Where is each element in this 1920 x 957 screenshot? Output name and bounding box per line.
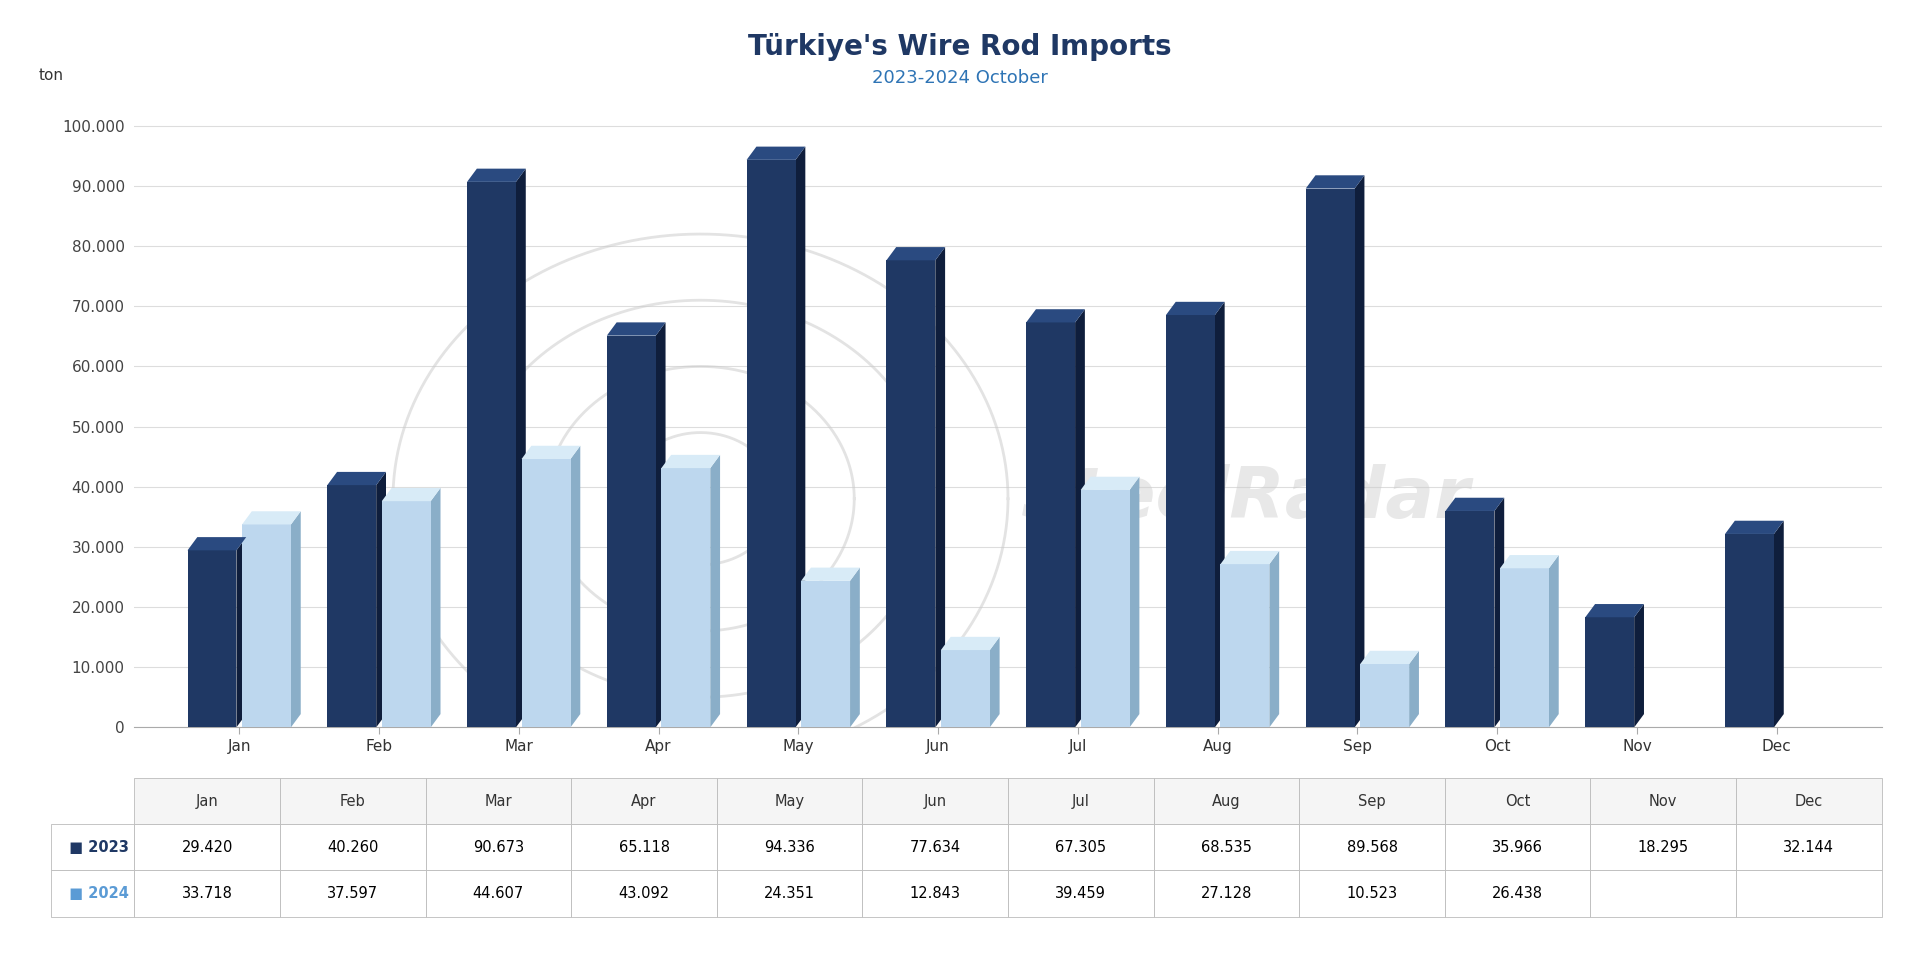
Bar [188,550,236,727]
Polygon shape [236,537,246,727]
Polygon shape [430,488,440,727]
Polygon shape [1446,498,1503,511]
Polygon shape [1586,604,1644,617]
Polygon shape [747,146,804,160]
Polygon shape [1634,604,1644,727]
Polygon shape [1549,555,1559,727]
Bar [941,650,991,727]
Bar [326,485,376,727]
Text: Türkiye's Wire Rod Imports: Türkiye's Wire Rod Imports [749,33,1171,61]
Polygon shape [467,168,526,182]
Polygon shape [941,636,1000,650]
Polygon shape [570,446,580,727]
Polygon shape [1215,301,1225,727]
Bar [1165,315,1215,727]
Polygon shape [935,247,945,727]
Polygon shape [887,247,945,260]
Polygon shape [1129,477,1139,727]
Polygon shape [1409,651,1419,727]
Bar [1586,617,1634,727]
Polygon shape [1359,651,1419,664]
Polygon shape [1025,309,1085,323]
Text: ton: ton [38,68,63,83]
Polygon shape [1774,521,1784,727]
Bar [1306,189,1356,727]
Polygon shape [851,568,860,727]
Bar [887,260,935,727]
Bar [1221,564,1269,727]
Text: 2023-2024 October: 2023-2024 October [872,69,1048,87]
Polygon shape [991,636,1000,727]
Polygon shape [710,455,720,727]
Polygon shape [795,146,804,727]
Polygon shape [1500,555,1559,568]
Polygon shape [1356,175,1365,727]
Polygon shape [657,323,666,727]
Bar [1724,534,1774,727]
Polygon shape [660,455,720,468]
Polygon shape [1306,175,1365,189]
Bar [522,459,570,727]
Polygon shape [382,488,440,501]
Polygon shape [607,323,666,336]
Polygon shape [1724,521,1784,534]
Bar [607,336,657,727]
Bar [467,182,516,727]
Polygon shape [1269,551,1279,727]
Polygon shape [516,168,526,727]
Polygon shape [801,568,860,581]
Polygon shape [188,537,246,550]
Polygon shape [376,472,386,727]
Bar [1081,490,1129,727]
Bar [747,160,795,727]
Bar [242,524,292,727]
Polygon shape [242,511,301,524]
Bar [382,501,430,727]
Bar [1025,323,1075,727]
Polygon shape [326,472,386,485]
Polygon shape [292,511,301,727]
Bar [1359,664,1409,727]
Polygon shape [1081,477,1139,490]
Bar [801,581,851,727]
Polygon shape [522,446,580,459]
Polygon shape [1075,309,1085,727]
Polygon shape [1221,551,1279,564]
Bar [1446,511,1494,727]
Bar [660,468,710,727]
Bar [1500,568,1549,727]
Text: SteelRadar: SteelRadar [1021,464,1471,533]
Polygon shape [1165,301,1225,315]
Polygon shape [1494,498,1503,727]
